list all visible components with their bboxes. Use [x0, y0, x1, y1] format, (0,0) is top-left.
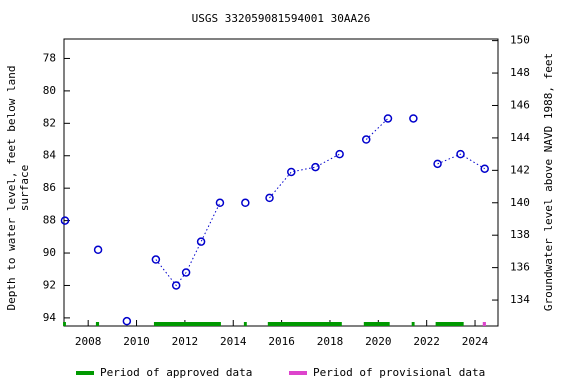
- y-tick-label: 82: [43, 116, 56, 129]
- data-point: [383, 114, 393, 123]
- period-bar: [95, 322, 100, 326]
- data-point: [122, 316, 132, 326]
- data-point: [433, 159, 442, 169]
- x-tick-label: 2022: [413, 335, 440, 348]
- y2-tick-label: 140: [510, 196, 530, 209]
- y-tick-label: 78: [43, 51, 56, 64]
- data-point: [93, 245, 103, 255]
- y2-tick-label: 146: [510, 98, 530, 111]
- data-point: [287, 167, 296, 177]
- data-point: [265, 193, 274, 203]
- data-point: [335, 149, 344, 159]
- data-point: [151, 255, 161, 264]
- legend-swatch: [76, 371, 94, 375]
- x-tick-label: 2010: [123, 335, 150, 348]
- chart-title: USGS 332059081594001 30AA26: [192, 12, 371, 25]
- y-tick-label: 84: [43, 149, 57, 162]
- data-point: [196, 237, 206, 246]
- legend-label: Period of approved data: [100, 366, 252, 379]
- y-tick-label: 90: [43, 246, 56, 259]
- y2-tick-label: 136: [510, 261, 530, 274]
- period-bar: [153, 322, 221, 326]
- data-point: [361, 135, 371, 144]
- y-tick-label: 92: [43, 278, 56, 291]
- period-bar: [243, 322, 247, 326]
- y2-tick-label: 142: [510, 163, 530, 176]
- legend-swatch: [289, 371, 307, 375]
- y-axis-label: Depth to water level, feet below landsur…: [5, 65, 31, 310]
- period-bar: [482, 322, 486, 326]
- data-point: [241, 198, 250, 208]
- legend-label: Period of provisional data: [313, 366, 485, 379]
- period-bar: [363, 322, 390, 326]
- y2-tick-label: 150: [510, 34, 530, 47]
- x-tick-label: 2008: [75, 335, 102, 348]
- x-tick-label: 2020: [365, 335, 392, 348]
- period-bar: [63, 322, 66, 326]
- plot-frame: [63, 38, 499, 327]
- data-point: [60, 216, 70, 225]
- period-bar: [267, 322, 342, 326]
- data-point: [215, 198, 225, 208]
- data-point: [311, 162, 320, 172]
- y-tick-label: 94: [43, 311, 57, 324]
- data-line: [155, 118, 485, 287]
- y2-tick-label: 144: [510, 131, 530, 144]
- data-point: [181, 268, 191, 277]
- x-tick-label: 2016: [268, 335, 295, 348]
- x-tick-label: 2018: [317, 335, 344, 348]
- data-point: [171, 281, 181, 290]
- y2-tick-label: 148: [510, 66, 530, 79]
- y-tick-label: 80: [43, 84, 56, 97]
- x-tick-label: 2012: [172, 335, 199, 348]
- y-tick-label: 88: [43, 214, 56, 227]
- data-point: [456, 149, 465, 159]
- data-point: [409, 114, 418, 123]
- y2-axis-label: Groundwater level above NAVD 1988, feet: [542, 53, 555, 311]
- y-tick-label: 86: [43, 181, 56, 194]
- period-bar: [411, 322, 415, 326]
- y2-tick-label: 134: [510, 293, 530, 306]
- data-point: [480, 164, 489, 173]
- period-bar: [435, 322, 464, 326]
- x-tick-label: 2024: [462, 335, 489, 348]
- x-tick-label: 2014: [220, 335, 247, 348]
- y2-tick-label: 138: [510, 228, 530, 241]
